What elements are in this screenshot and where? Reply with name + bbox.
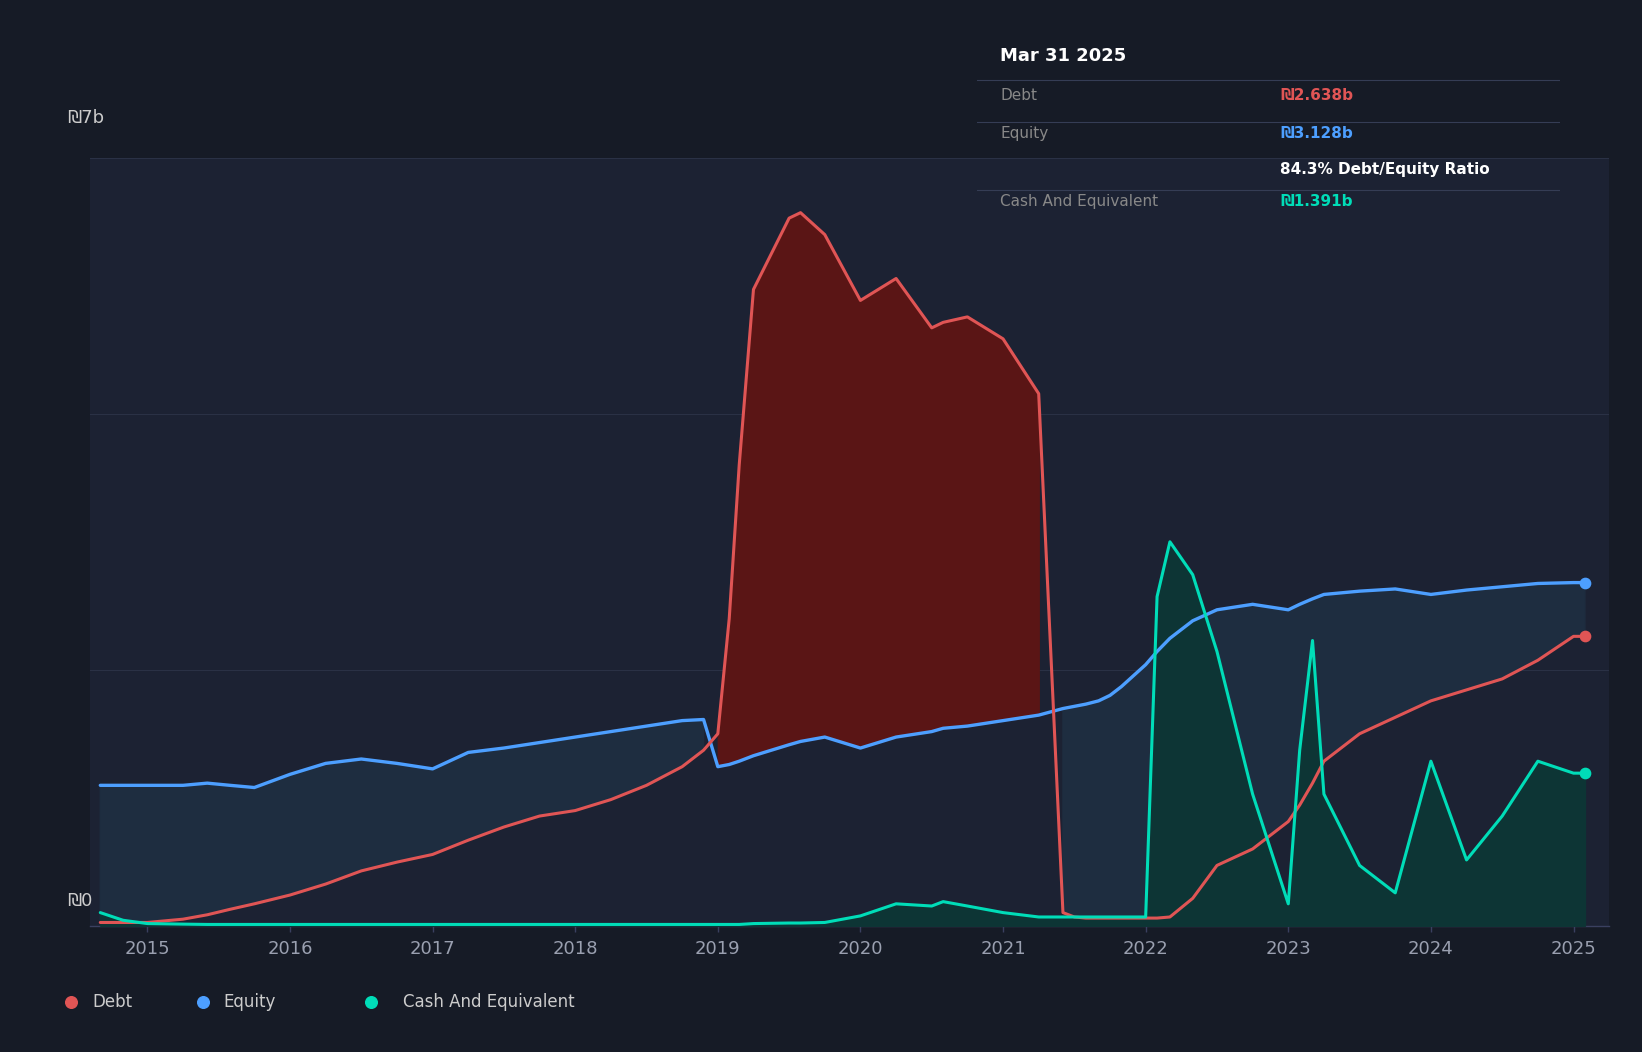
Point (59, 993, 85, 1010)
Text: Equity: Equity (223, 993, 276, 1011)
Text: 84.3% Debt/Equity Ratio: 84.3% Debt/Equity Ratio (1281, 162, 1489, 177)
Text: ₪3.128b: ₪3.128b (1281, 126, 1353, 141)
Point (1571, 628, 1598, 645)
Text: Debt: Debt (92, 993, 133, 1011)
Text: Debt: Debt (1000, 88, 1038, 103)
Text: ₪1.391b: ₪1.391b (1281, 194, 1353, 208)
Point (1571, 765, 1598, 782)
Text: ₪2.638b: ₪2.638b (1281, 88, 1353, 103)
Text: ₪0: ₪0 (67, 892, 94, 910)
Text: Cash And Equivalent: Cash And Equivalent (402, 993, 575, 1011)
Text: Cash And Equivalent: Cash And Equivalent (1000, 194, 1159, 208)
Point (190, 993, 217, 1010)
Point (1571, 574, 1598, 591)
Point (358, 993, 384, 1010)
Text: ₪7b: ₪7b (67, 109, 105, 127)
Text: Mar 31 2025: Mar 31 2025 (1000, 47, 1126, 65)
Text: Equity: Equity (1000, 126, 1049, 141)
